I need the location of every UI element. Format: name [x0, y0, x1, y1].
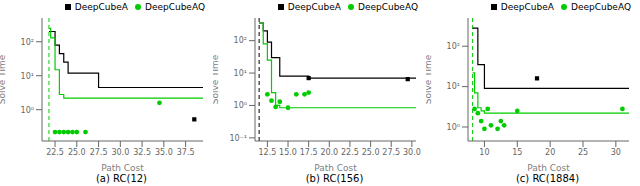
html-text:DeepCubeAQ: DeepCubeAQ [571, 2, 631, 12]
html-text:DeepCubeA: DeepCubeA [500, 2, 554, 12]
html-text:(b) RC(156): (b) RC(156) [305, 173, 364, 184]
svg-text:20.0: 20.0 [320, 148, 338, 157]
svg-text:30: 30 [611, 148, 621, 157]
svg-text:37.5: 37.5 [177, 148, 195, 157]
svg-text:30.0: 30.0 [403, 148, 421, 157]
svg-text:10²: 10² [234, 36, 247, 45]
svg-text:10: 10 [479, 148, 489, 157]
html-text:DeepCubeA: DeepCubeA [74, 2, 128, 12]
svg-text:Path Cost: Path Cost [314, 163, 357, 171]
svg-text:10²: 10² [447, 42, 460, 51]
svg-text:10⁰: 10⁰ [234, 101, 247, 110]
svg-text:17.5: 17.5 [300, 148, 318, 157]
svg-text:25.0: 25.0 [68, 148, 86, 157]
svg-text:25.0: 25.0 [362, 148, 380, 157]
svg-text:12.5: 12.5 [258, 148, 276, 157]
svg-text:Solve Time: Solve Time [426, 54, 433, 104]
svg-text:10⁰: 10⁰ [21, 106, 34, 115]
svg-text:10¹: 10¹ [21, 72, 34, 81]
svg-text:10²: 10² [21, 38, 34, 47]
html-text:DeepCubeAQ: DeepCubeAQ [145, 2, 205, 12]
svg-text:30.0: 30.0 [111, 148, 129, 157]
svg-text:27.5: 27.5 [382, 148, 400, 157]
svg-text:32.5: 32.5 [133, 148, 151, 157]
svg-text:27.5: 27.5 [90, 148, 108, 157]
svg-text:15.0: 15.0 [279, 148, 297, 157]
svg-text:10⁰: 10⁰ [447, 123, 460, 132]
svg-text:35.0: 35.0 [155, 148, 173, 157]
svg-text:Solve Time: Solve Time [213, 54, 220, 104]
html-text:(a) RC(12): (a) RC(12) [96, 173, 147, 184]
svg-text:20: 20 [545, 148, 555, 157]
svg-text:10¹: 10¹ [447, 82, 460, 91]
html-text:DeepCubeA: DeepCubeA [287, 2, 341, 12]
svg-text:15: 15 [512, 148, 522, 157]
svg-text:10⁻¹: 10⁻¹ [229, 134, 247, 143]
svg-text:Path Cost: Path Cost [101, 163, 144, 171]
svg-text:Path Cost: Path Cost [527, 163, 570, 171]
html-text:DeepCubeAQ: DeepCubeAQ [358, 2, 418, 12]
svg-text:10¹: 10¹ [234, 69, 247, 78]
svg-text:25: 25 [578, 148, 588, 157]
svg-text:22.5: 22.5 [341, 148, 359, 157]
html-text:(c) RC(1884): (c) RC(1884) [515, 173, 580, 184]
svg-text:22.5: 22.5 [46, 148, 64, 157]
